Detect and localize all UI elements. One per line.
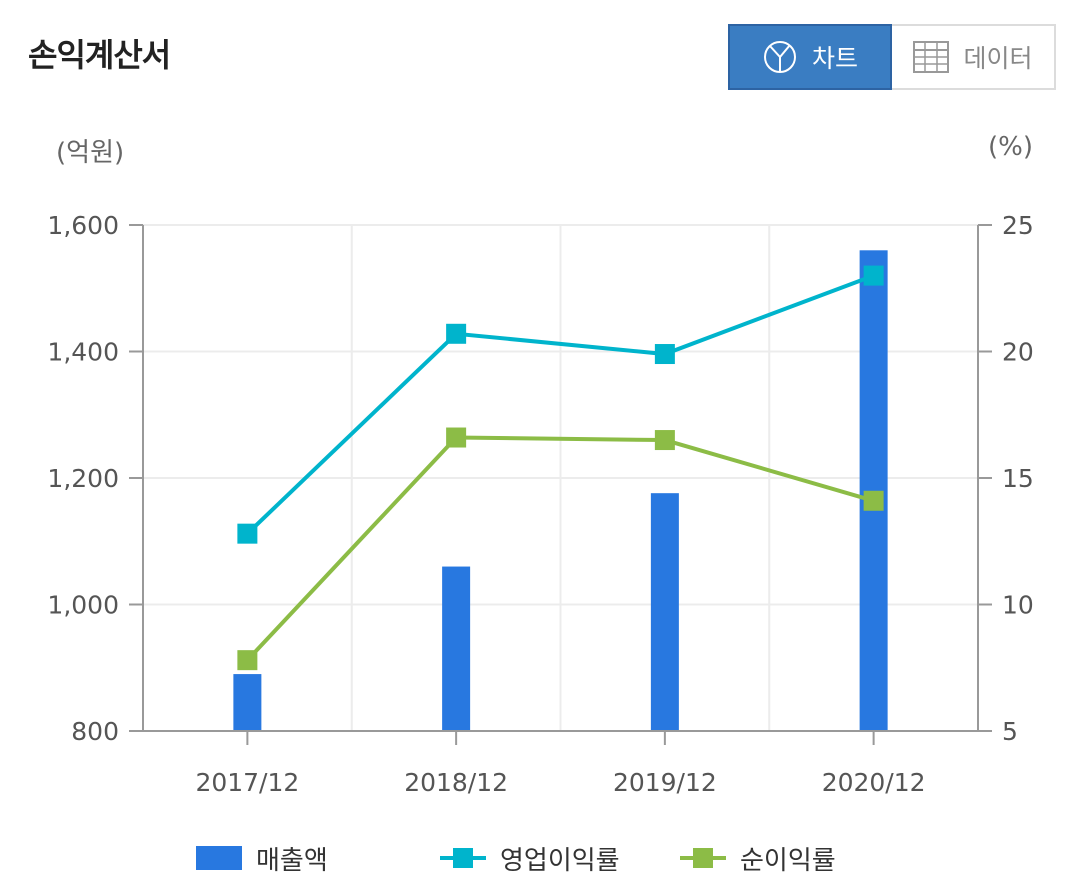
legend: 매출액 영업이익률 순이익률	[0, 838, 1080, 878]
left-axis-tick-label: 1,400	[47, 338, 119, 367]
x-axis-tick-label: 2020/12	[822, 768, 926, 797]
point-net-margin	[237, 650, 258, 671]
right-axis-tick-label: 15	[1002, 464, 1034, 493]
line-net-margin	[245, 435, 875, 662]
point-operating-margin	[237, 523, 258, 544]
pie-chart-icon	[762, 39, 798, 75]
legend-label-sales: 매출액	[256, 845, 328, 876]
point-net-margin	[654, 430, 675, 451]
left-axis-tick-label: 1,600	[47, 211, 119, 240]
left-axis-tick-label: 1,000	[47, 591, 119, 620]
line-operating-margin	[245, 273, 875, 536]
point-operating-margin	[863, 265, 884, 286]
data-view-button[interactable]: 데이터	[892, 24, 1056, 90]
point-operating-margin	[654, 344, 675, 365]
point-operating-margin	[446, 323, 467, 344]
chart: 1,600 1,400 1,200 1,000 800 25 20 15 10 5 2017/12 2…	[47, 211, 1034, 797]
bar-sales	[650, 493, 679, 731]
right-axis-unit: (%)	[988, 132, 1033, 162]
right-axis-tick-label: 10	[1002, 591, 1034, 620]
view-toggle: 차트 데이터	[728, 24, 1056, 90]
left-axis-tick-label: 800	[71, 717, 119, 746]
bar-sales	[442, 566, 471, 731]
legend-item-operating-margin: 영업이익률	[440, 838, 620, 878]
legend-item-net-margin: 순이익률	[680, 838, 836, 878]
data-view-label: 데이터	[963, 44, 1033, 73]
table-grid-icon	[913, 41, 950, 73]
point-net-margin	[446, 427, 467, 448]
left-axis-unit: (억원)	[56, 138, 125, 168]
right-axis-tick-label: 5	[1002, 717, 1018, 746]
right-axis-tick-label: 20	[1002, 338, 1034, 367]
x-axis-tick-label: 2019/12	[613, 768, 717, 797]
chart-view-button[interactable]: 차트	[728, 24, 892, 90]
point-net-margin	[863, 490, 884, 511]
right-axis-tick-label: 25	[1002, 211, 1034, 240]
page-title: 손익계산서	[28, 36, 171, 74]
bar-sales	[859, 250, 888, 732]
left-axis-tick-label: 1,200	[47, 464, 119, 493]
chart-view-label: 차트	[811, 44, 858, 73]
bar-sales	[233, 674, 262, 731]
legend-label-net-margin: 순이익률	[740, 845, 836, 876]
legend-item-sales: 매출액	[196, 838, 328, 878]
x-axis-tick-label: 2017/12	[195, 768, 299, 797]
x-axis-tick-label: 2018/12	[404, 768, 508, 797]
legend-label-operating-margin: 영업이익률	[500, 845, 620, 876]
